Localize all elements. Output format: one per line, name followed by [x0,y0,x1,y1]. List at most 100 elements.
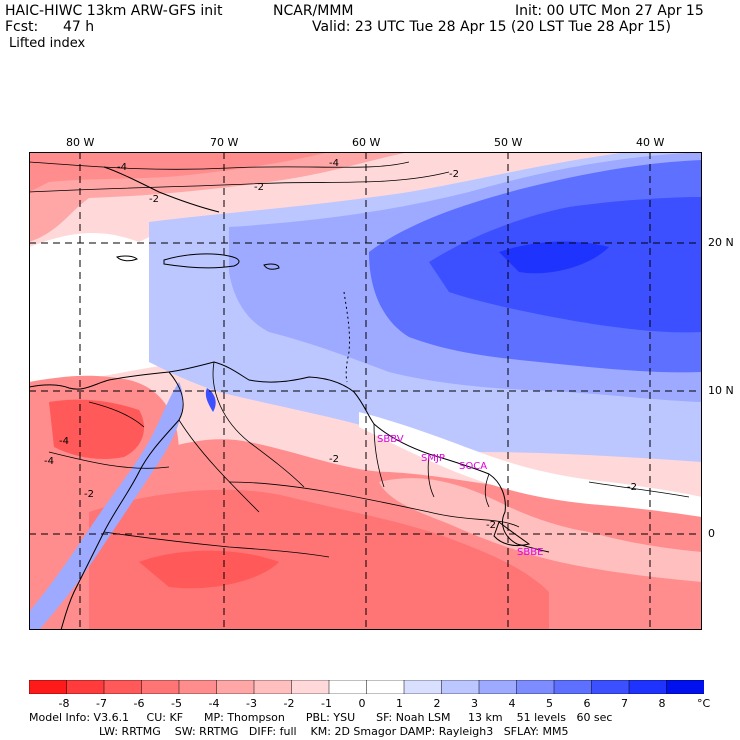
contour-line [29,171,450,193]
contour-line [88,401,145,428]
colorbar-swatch [553,680,593,694]
contour-label: -4 [59,436,69,447]
contour-label: -2 [627,482,637,493]
lon-label: 50 W [494,136,523,149]
colorbar-tick-label: 7 [621,697,628,710]
colorbar-tick-label: -2 [283,697,295,710]
colorbar-swatch [666,680,704,694]
contour-label: -4 [117,162,127,173]
map-canvas: -4 -4 -2 -2 -2 -4 -2 -4 -2 -2 -2 SBBV SM… [29,152,702,630]
forecast-label: Fcst: [5,19,39,35]
colorbar-swatch [103,680,143,694]
station-label: SBBE [517,547,543,558]
coast-jamaica [116,255,138,262]
lon-label: 40 W [636,136,665,149]
coast-lesser-antilles [343,291,350,383]
colorbar-swatch [291,680,330,694]
map-frame [29,152,702,630]
lon-label: 70 W [210,136,239,149]
lon-label: 60 W [352,136,381,149]
contour-label: -2 [329,454,339,465]
colorbar-tick-label: 3 [471,697,478,710]
colorbar-tick-label: -3 [246,697,257,710]
colorbar-tick-label: 5 [546,697,553,710]
station-label: SMJP [421,453,445,464]
colorbar-swatch [29,680,68,694]
colorbar-tick-label: 8 [658,697,666,710]
colorbar-tick-label: -1 [321,697,332,710]
colorbar-swatch [141,680,180,694]
colorbar-swatch [216,680,255,694]
coast-puerto-rico [263,263,280,270]
field-amazon-neutral [379,478,702,582]
contour-label-group: -4 -4 -2 -2 -2 -4 -2 -4 -2 -2 -2 [44,158,637,531]
colorbar-swatch [478,680,518,694]
latlon-grid [29,152,702,630]
field-positive-max [499,241,609,274]
field-lake-positive [205,388,216,412]
border-venezuela [212,361,305,488]
model-title: HAIC-HIWC 13km ARW-GFS init [5,3,223,19]
lon-label: 80 W [66,136,95,149]
colorbar-swatch [628,680,668,694]
colorbar-tick-label: 1 [396,697,403,710]
station-label: SBBV [377,434,404,445]
contour-line [48,451,170,469]
colorbar-unit: °C [697,697,711,710]
colorbar-tick-label: -7 [96,697,107,710]
contour-line [29,161,410,170]
colorbar-swatch [441,680,480,694]
org-label: NCAR/MMM [273,3,354,19]
colorbar-swatch [366,680,405,694]
field-north-negative-core [29,152,329,192]
coast-south-america-west [60,371,184,630]
contour-label: -2 [486,520,496,531]
border-suriname [427,453,435,498]
stations: SBBV SMJP SOCA SBBE [377,434,543,558]
lat-label: 20 N [708,236,734,249]
field-west-negative-core [49,399,144,459]
border-colombia-venezuela [178,419,260,513]
border-french-guiana [484,473,490,508]
colorbar-swatch [253,680,293,694]
lifted-index-map: -4 -4 -2 -2 -2 -4 -2 -4 -2 -2 -2 SBBV SM… [29,152,702,630]
field-name: Lifted index [9,36,86,51]
colorbar-tick-label: 6 [583,697,591,710]
colorbar-tick-label: -4 [208,697,220,710]
coast-hispaniola [163,253,240,269]
lat-label: 0 [708,527,715,540]
colorbar-swatch [328,680,368,694]
contour-line [588,481,690,498]
colorbar [29,680,704,694]
field-andes-positive [29,382,183,630]
contour-label: -2 [254,182,264,193]
contours [29,161,690,528]
colorbar-tick-label: 0 [358,697,366,710]
colorbar-tick-label: 2 [433,697,441,710]
colorbar-tick-label: -6 [133,697,145,710]
colorbar-swatch [591,680,630,694]
field-guianas-neutral [359,412,702,517]
colorbar-tick-label: -8 [58,697,70,710]
coast-cuba [103,166,220,213]
colorbar-tick-label: -5 [171,697,182,710]
border-guyana [373,423,385,488]
contour-label: -2 [449,169,459,180]
coast-marajo [493,521,531,547]
coast-south-america-north [29,361,550,553]
valid-time: Valid: 23 UTC Tue 28 Apr 15 (20 LST Tue … [312,19,671,35]
lat-label: 10 N [708,384,734,397]
field-south-negative-max [139,550,279,589]
colorbar-tick-label: 4 [508,697,516,710]
contour-label: -4 [44,456,54,467]
station-label: SOCA [459,461,487,472]
colorbar-swatch [66,680,105,694]
field-south-negative-core [89,489,549,630]
borders [103,361,490,558]
colorbar-swatch [516,680,555,694]
colorbar-swatch [178,680,218,694]
model-info-line2: LW: RRTMG SW: RRTMG DIFF: full KM: 2D Sm… [99,725,569,738]
contour-line [228,481,520,528]
contour-label: -4 [329,158,339,169]
border-colombia-peru [103,531,330,558]
